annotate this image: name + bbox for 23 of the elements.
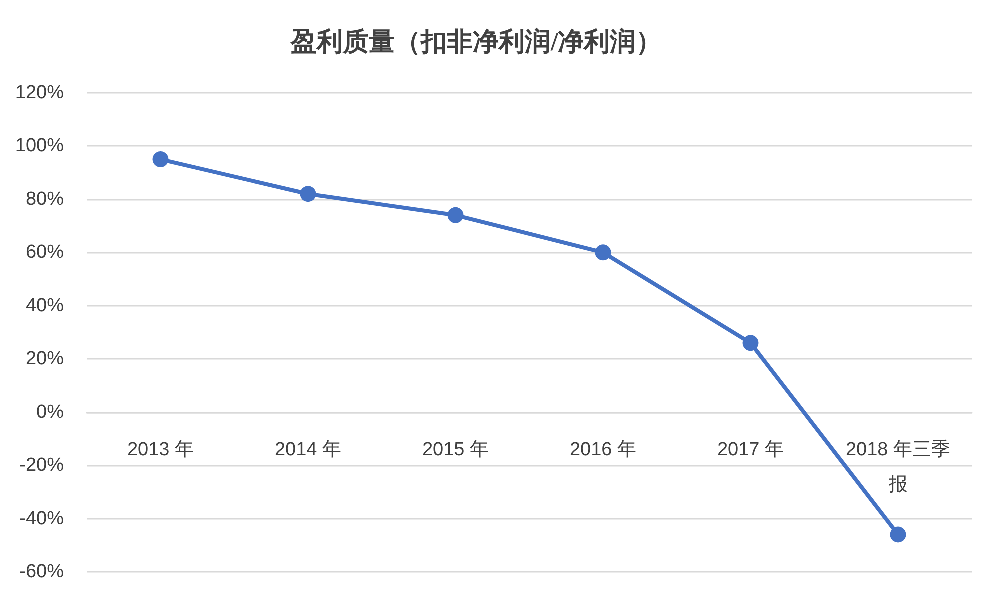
y-tick-label: 40% xyxy=(26,295,64,316)
y-tick-label: -40% xyxy=(20,508,64,530)
x-tick-label: 2014 年 xyxy=(274,439,342,460)
chart-title: 盈利质量（扣非净利润/净利润） xyxy=(290,28,662,56)
y-tick-label: 120% xyxy=(15,82,64,104)
point xyxy=(448,207,464,224)
x-tick-label: 2017 年 xyxy=(717,439,784,460)
x-tick-label: 2016 年 xyxy=(570,439,637,460)
point xyxy=(300,186,316,202)
y-tick-label: 0% xyxy=(36,402,64,423)
y-tick-label: 80% xyxy=(26,188,64,210)
y-tick-label: -60% xyxy=(20,562,64,582)
point xyxy=(742,335,759,352)
y-tick-label: -20% xyxy=(20,455,64,476)
y-tick-label: 20% xyxy=(26,348,64,370)
x-tick-label: 2013 年 xyxy=(127,439,194,460)
point xyxy=(595,244,612,261)
y-tick-label: 100% xyxy=(15,136,64,157)
x-tick-label: 2015 年 xyxy=(422,439,490,460)
point xyxy=(152,152,169,168)
x-tick-label: 2018 年三季报 xyxy=(846,439,951,496)
y-tick-label: 60% xyxy=(26,242,64,264)
point xyxy=(890,526,906,543)
